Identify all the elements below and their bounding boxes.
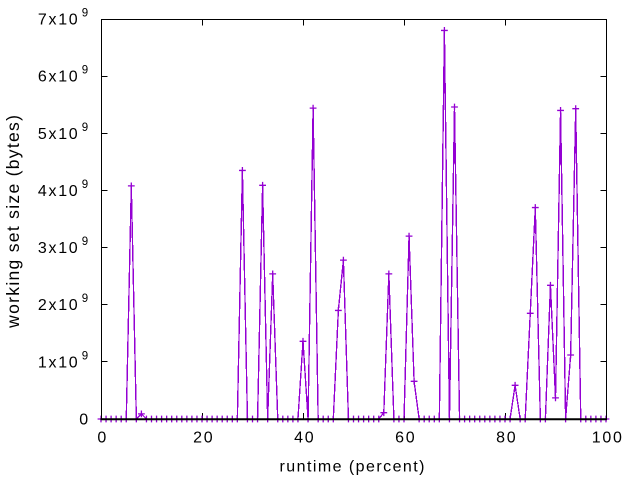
svg-text:working set size (bytes): working set size (bytes) [3, 114, 23, 329]
svg-text:runtime (percent): runtime (percent) [279, 459, 425, 476]
svg-text:20: 20 [193, 430, 214, 447]
svg-text:100: 100 [592, 430, 624, 447]
svg-text:80: 80 [496, 430, 517, 447]
svg-text:0: 0 [97, 430, 108, 447]
svg-text:40: 40 [294, 430, 315, 447]
svg-text:60: 60 [395, 430, 416, 447]
svg-text:0: 0 [79, 412, 90, 429]
